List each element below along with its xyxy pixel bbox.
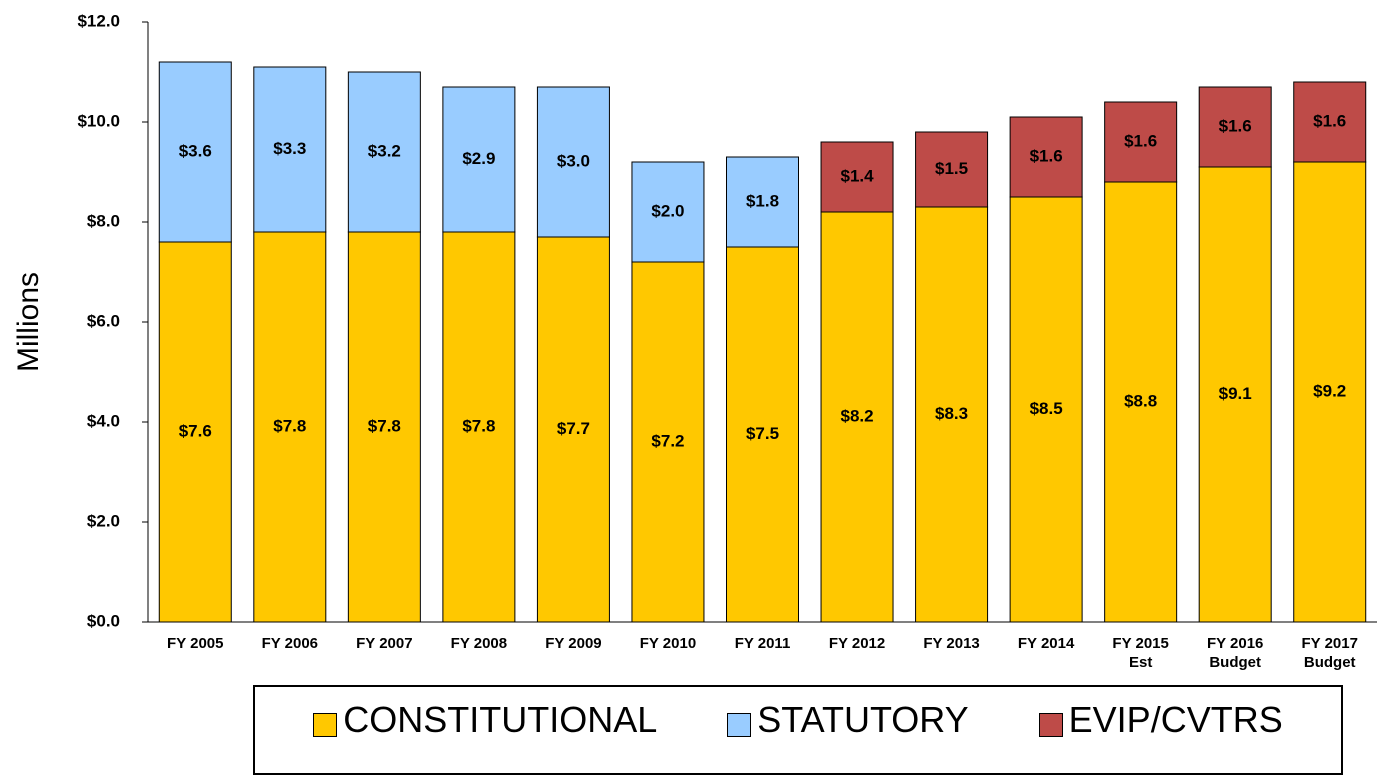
bar-segment bbox=[1009, 116, 1083, 198]
value-label: $3.0 bbox=[557, 151, 590, 170]
value-label: $1.4 bbox=[840, 166, 874, 185]
y-axis-label: Millions bbox=[12, 272, 45, 372]
bar-segment bbox=[442, 231, 516, 623]
bar-segment bbox=[726, 246, 799, 623]
value-label: $1.5 bbox=[935, 159, 968, 178]
bar-segment bbox=[726, 156, 799, 248]
value-label: $8.2 bbox=[840, 406, 873, 425]
x-tick-label: FY 2014 bbox=[1017, 635, 1075, 652]
y-tick-label: $2.0 bbox=[87, 511, 120, 530]
bar-segment bbox=[820, 211, 894, 623]
x-tick-label: FY 2012 bbox=[828, 635, 886, 652]
y-tick-label: $8.0 bbox=[87, 211, 120, 230]
y-tick-label: $12.0 bbox=[77, 11, 120, 30]
legend-swatch bbox=[727, 713, 752, 737]
y-tick-label: $0.0 bbox=[87, 611, 120, 630]
bar-segment bbox=[915, 131, 989, 208]
legend-entry: CONSTITUTIONAL bbox=[313, 699, 657, 773]
value-label: $9.1 bbox=[1219, 384, 1252, 403]
bar-segment bbox=[253, 231, 327, 623]
x-tick-label: FY 2007 bbox=[356, 635, 413, 652]
value-label: $1.6 bbox=[1219, 116, 1252, 135]
legend-swatch bbox=[1038, 713, 1063, 737]
value-label: $7.5 bbox=[746, 424, 779, 443]
x-tick-label: FY 2010 bbox=[639, 635, 697, 652]
value-label: $7.2 bbox=[651, 431, 684, 450]
value-label: $7.8 bbox=[462, 416, 495, 435]
value-label: $8.5 bbox=[1030, 399, 1063, 418]
value-label: $7.8 bbox=[368, 416, 401, 435]
bar-segment bbox=[1104, 181, 1178, 623]
bar-segment bbox=[536, 236, 610, 623]
value-label: $2.9 bbox=[462, 149, 495, 168]
bar-segment bbox=[158, 241, 232, 623]
bar-segment bbox=[347, 71, 421, 233]
bar-segment bbox=[1009, 196, 1083, 623]
legend-swatch bbox=[313, 713, 338, 737]
bar-segment bbox=[1198, 166, 1272, 623]
x-tick-label: FY 2009 bbox=[545, 635, 602, 652]
x-tick-label: FY 2005 bbox=[167, 635, 224, 652]
bar-segment bbox=[1104, 101, 1178, 183]
value-label: $3.3 bbox=[273, 139, 306, 158]
value-label: $7.6 bbox=[179, 421, 212, 440]
bar-segment bbox=[347, 231, 421, 623]
bar-segment bbox=[1293, 81, 1367, 163]
legend-entry: EVIP/CVTRS bbox=[1038, 699, 1283, 773]
x-tick-label: FY 2008 bbox=[450, 635, 508, 652]
legend-label: STATUTORY bbox=[757, 699, 969, 740]
bar-segment bbox=[820, 141, 894, 213]
legend-label: EVIP/CVTRS bbox=[1068, 699, 1283, 740]
value-label: $9.2 bbox=[1313, 381, 1346, 400]
value-label: $8.8 bbox=[1124, 391, 1157, 410]
y-tick-label: $4.0 bbox=[87, 411, 120, 430]
bar-segment bbox=[1293, 161, 1367, 623]
value-label: $3.6 bbox=[179, 141, 212, 160]
bar-segment bbox=[631, 161, 705, 263]
x-tick-label: FY 2017 Budget bbox=[1301, 635, 1358, 671]
value-label: $3.2 bbox=[368, 141, 401, 160]
legend-entry: STATUTORY bbox=[727, 699, 969, 773]
x-tick-label: FY 2011 bbox=[734, 635, 791, 652]
y-tick-label: $6.0 bbox=[87, 311, 120, 330]
bar-segment bbox=[536, 86, 610, 238]
x-tick-label: FY 2016 Budget bbox=[1206, 635, 1264, 671]
y-tick-label: $10.0 bbox=[77, 111, 120, 130]
value-label: $7.7 bbox=[557, 419, 590, 438]
x-tick-label: FY 2013 bbox=[923, 635, 980, 652]
value-label: $8.3 bbox=[935, 404, 968, 423]
legend: CONSTITUTIONAL STATUTORY EVIP/CVTRS bbox=[253, 685, 1343, 775]
bar-segment bbox=[253, 66, 327, 233]
x-tick-label: FY 2006 bbox=[261, 635, 319, 652]
bar-segment bbox=[1198, 86, 1272, 168]
value-label: $1.6 bbox=[1313, 111, 1346, 130]
bar-segment bbox=[158, 61, 232, 243]
value-label: $2.0 bbox=[651, 201, 684, 220]
legend-label: CONSTITUTIONAL bbox=[343, 699, 658, 740]
value-label: $1.8 bbox=[746, 191, 779, 210]
bar-segment bbox=[442, 86, 516, 233]
value-label: $1.6 bbox=[1030, 146, 1063, 165]
x-tick-label: FY 2015 Est bbox=[1112, 635, 1169, 671]
value-label: $7.8 bbox=[273, 416, 306, 435]
value-label: $1.6 bbox=[1124, 131, 1157, 150]
